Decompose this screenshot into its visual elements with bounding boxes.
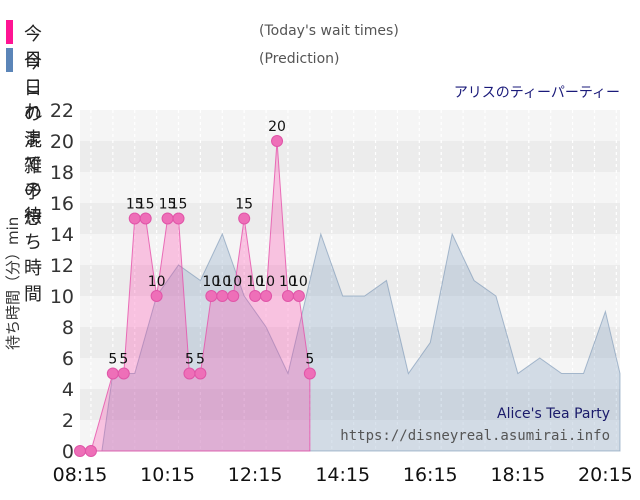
data-label: 5 [185,352,194,368]
y-axis-title: 待ち時間（分）min [4,216,22,350]
grid-band [80,389,620,420]
today-point [292,290,305,302]
watermark-url: https://disneyreal.asumirai.info [340,428,610,444]
data-label: 10 [246,274,264,290]
grid-band [80,420,620,451]
y-tick-label: 4 [62,379,74,401]
today-point [205,290,218,302]
today-point [106,367,119,380]
x-tick-label: 14:15 [315,464,370,486]
today-point [216,290,229,302]
today-point [271,135,284,147]
today-point [150,290,163,302]
today-point [194,367,207,380]
grid-band [80,358,620,389]
watermark-title: Alice's Tea Party [497,406,610,422]
legend-today-swatch [6,20,13,44]
x-axis-ticks: 08:15 10:15 12:15 14:15 16:15 18:15 20:15 [53,464,633,486]
grid-band [80,110,620,141]
today-point [161,212,174,225]
x-tick-label: 18:15 [490,464,545,486]
today-point [303,367,316,380]
vertical-gridlines [90,110,617,451]
today-point [74,445,86,457]
data-label: 15 [235,197,253,213]
x-tick-label: 16:15 [403,464,458,486]
data-label: 10 [213,274,231,290]
y-tick-label: 22 [50,100,74,122]
today-point [281,290,294,302]
today-point [227,290,240,302]
data-label: 5 [119,352,128,368]
y-tick-label: 12 [50,255,74,277]
legend-prediction-swatch [6,48,13,72]
today-point [260,290,273,302]
legend-today-label: 今日これまでの待ち時間 [24,24,42,305]
today-point [84,445,97,457]
today-point [117,367,130,380]
data-label: 15 [126,197,144,213]
x-tick-label: 10:15 [140,464,195,486]
data-points [74,135,316,457]
grid-band [80,265,620,296]
today-point [128,212,141,225]
data-label: 15 [170,197,188,213]
grid-band [80,141,620,172]
legend-prediction-sub: (Prediction) [259,51,340,67]
legend-prediction-label: 今日の混雑予想 [24,52,42,229]
y-axis-ticks: 0 2 4 6 8 10 12 14 16 18 20 22 [50,100,74,463]
y-tick-label: 10 [50,286,74,308]
attraction-name: アリスのティーパーティー [453,85,620,101]
data-label: 5 [305,352,314,368]
prediction-area [80,232,621,452]
y-tick-label: 18 [50,162,74,184]
y-tick-label: 6 [62,348,74,370]
data-label: 5 [108,352,117,368]
today-point [139,212,152,225]
grid-band [80,296,620,327]
grid-band [80,172,620,203]
data-label: 15 [137,197,155,213]
data-label: 10 [224,274,242,290]
x-tick-label: 20:15 [578,464,633,486]
data-label: 15 [159,197,177,213]
data-label: 10 [148,274,166,290]
grid-band [80,234,620,265]
y-tick-label: 8 [62,317,74,339]
data-label: 10 [290,274,308,290]
data-label: 10 [257,274,275,290]
y-tick-label: 16 [50,193,74,215]
today-point [172,212,185,225]
today-point [249,290,262,302]
y-tick-label: 2 [62,410,74,432]
y-tick-label: 14 [50,224,74,246]
y-tick-label: 20 [50,131,74,153]
grid-bands [80,110,620,451]
x-tick-label: 12:15 [228,464,283,486]
data-label: 5 [196,352,205,368]
data-label: 10 [279,274,297,290]
legend-today-sub: (Today's wait times) [259,23,399,39]
today-point [238,212,251,225]
data-label: 20 [268,119,286,135]
x-tick-label: 08:15 [53,464,108,486]
y-tick-label: 0 [62,441,74,463]
grid-band [80,327,620,358]
data-label: 10 [202,274,220,290]
today-point [183,367,196,380]
